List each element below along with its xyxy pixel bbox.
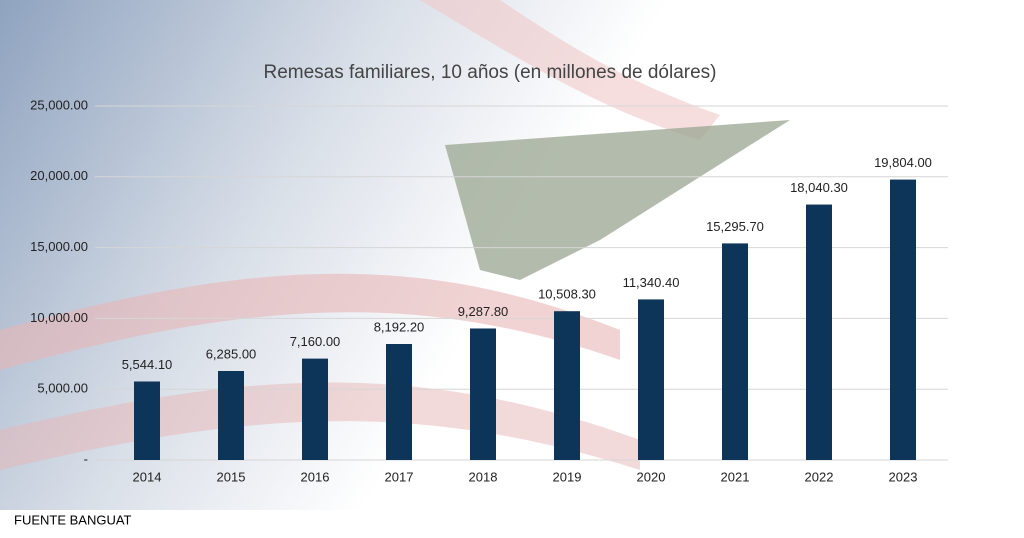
bar bbox=[470, 328, 496, 460]
x-tick-label: 2019 bbox=[553, 469, 582, 484]
bar bbox=[134, 381, 160, 460]
value-label: 19,804.00 bbox=[874, 155, 932, 170]
bar bbox=[302, 358, 328, 460]
x-tick-label: 2020 bbox=[637, 469, 666, 484]
value-label: 7,160.00 bbox=[290, 334, 341, 349]
bar bbox=[638, 299, 664, 460]
chart-title: Remesas familiares, 10 años (en millones… bbox=[263, 62, 716, 83]
y-tick-label: 5,000.00 bbox=[37, 381, 88, 396]
y-tick-label: 20,000.00 bbox=[30, 168, 88, 183]
bar bbox=[554, 311, 580, 460]
x-tick-label: 2022 bbox=[805, 469, 834, 484]
footer-band bbox=[0, 510, 1024, 538]
value-label: 6,285.00 bbox=[206, 346, 257, 361]
x-tick-label: 2017 bbox=[385, 469, 414, 484]
value-label: 8,192.20 bbox=[374, 319, 425, 334]
x-tick-label: 2023 bbox=[889, 469, 918, 484]
value-label: 10,508.30 bbox=[538, 287, 596, 302]
flag-stripe bbox=[420, 0, 720, 140]
source: FUENTE BANGUAT bbox=[14, 512, 132, 527]
bar bbox=[806, 204, 832, 460]
x-tick-label: 2016 bbox=[301, 469, 330, 484]
value-label: 11,340.40 bbox=[623, 275, 680, 290]
bar bbox=[386, 343, 412, 460]
y-tick-label: 10,000.00 bbox=[30, 310, 88, 325]
value-label: 15,295.70 bbox=[706, 219, 764, 234]
x-tick-label: 2018 bbox=[469, 469, 498, 484]
value-label: 18,040.30 bbox=[790, 180, 848, 195]
x-tick-label: 2021 bbox=[721, 469, 750, 484]
y-tick-label: - bbox=[84, 451, 88, 466]
value-label: 9,287.80 bbox=[458, 304, 509, 319]
x-tick-label: 2014 bbox=[133, 469, 162, 484]
paper-plane bbox=[445, 120, 790, 280]
value-label: 5,544.10 bbox=[122, 357, 173, 372]
bar bbox=[218, 371, 244, 460]
bar bbox=[890, 179, 916, 460]
y-tick-label: 25,000.00 bbox=[30, 97, 88, 112]
y-tick-label: 15,000.00 bbox=[30, 239, 88, 254]
x-tick-label: 2015 bbox=[217, 469, 246, 484]
flag-stripe bbox=[0, 273, 620, 370]
bar bbox=[722, 243, 748, 460]
